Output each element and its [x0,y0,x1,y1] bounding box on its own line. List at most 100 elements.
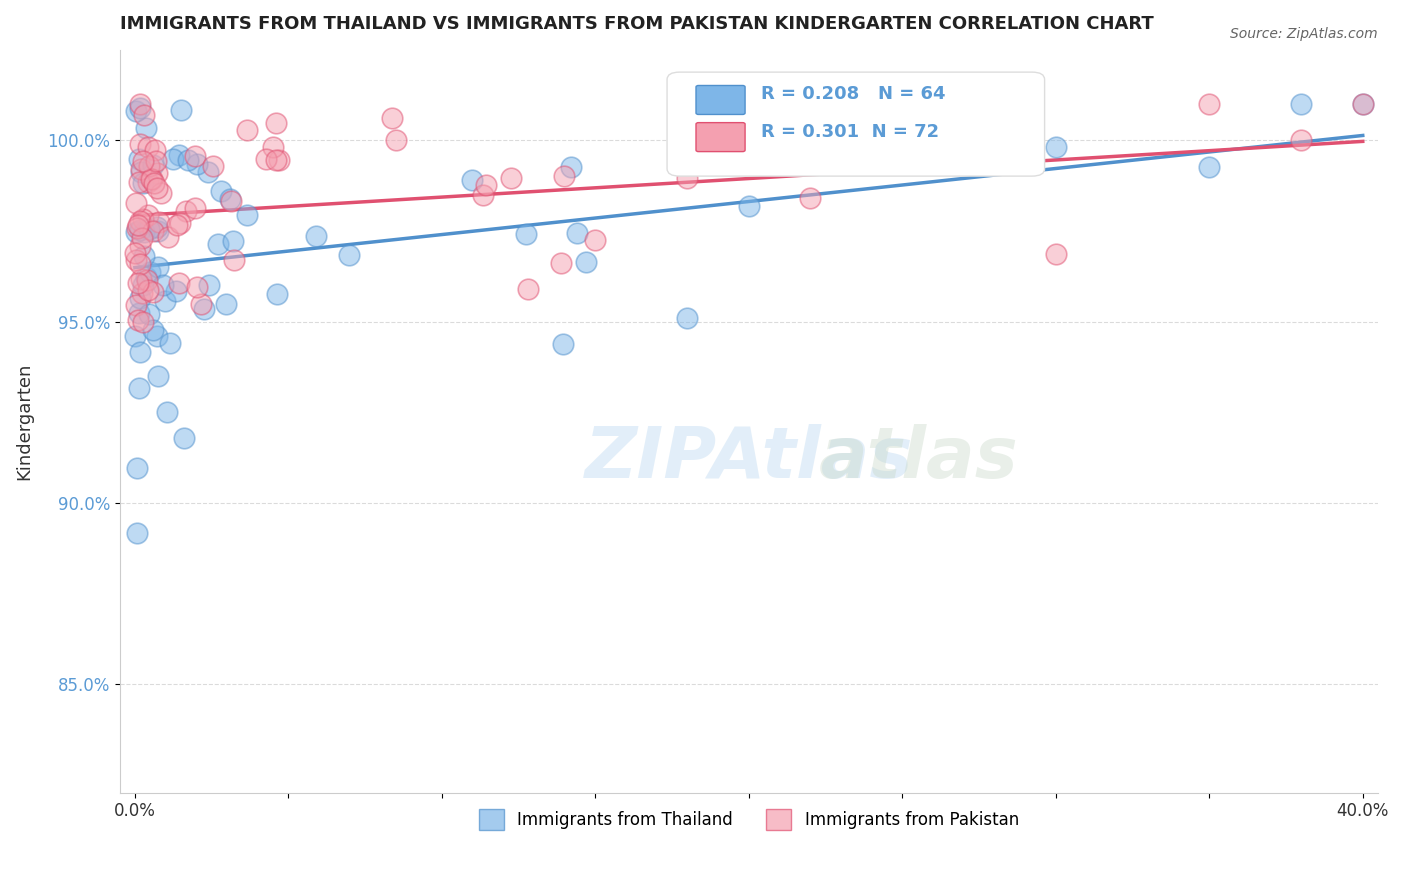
Point [159,336,181,351]
Point [138,208,160,222]
Point [148,215,170,229]
Point [138,306,160,320]
Point [124,298,146,312]
Point [128,344,150,359]
Point [129,239,152,253]
Point [124,246,146,260]
Y-axis label: Kindergarten: Kindergarten [15,362,32,480]
Point [152,277,174,292]
Point [553,169,575,183]
Point [236,208,259,222]
Point [799,190,821,204]
Point [139,265,162,279]
Point [146,219,169,234]
Point [550,256,572,270]
Point [146,223,169,237]
Point [132,108,155,122]
Point [131,231,153,245]
Point [174,203,197,218]
Point [145,143,167,157]
Point [515,227,537,242]
Point [565,226,588,240]
Point [1291,97,1313,112]
Point [264,153,287,167]
Point [738,199,761,213]
Point [138,159,160,173]
Point [143,176,166,190]
Text: Source: ZipAtlas.com: Source: ZipAtlas.com [1230,27,1378,41]
Point [148,368,170,383]
Text: R = 0.208   N = 64: R = 0.208 N = 64 [762,86,946,103]
Point [676,170,699,185]
Point [125,103,148,118]
Point [129,214,152,228]
Point [142,224,165,238]
Point [215,297,238,311]
Point [266,287,288,301]
Point [1198,97,1220,112]
Point [193,302,215,317]
Point [136,273,159,287]
Point [262,140,284,154]
Point [132,277,155,292]
Point [141,172,163,186]
Legend: Immigrants from Thailand, Immigrants from Pakistan: Immigrants from Thailand, Immigrants fro… [472,803,1025,837]
Point [131,154,153,169]
Point [1045,139,1067,153]
Point [384,133,406,147]
FancyBboxPatch shape [696,122,745,152]
Point [184,149,207,163]
Point [129,162,152,177]
Point [157,229,180,244]
Point [551,336,574,351]
Point [127,277,149,291]
Point [132,315,155,329]
Point [186,157,208,171]
Point [304,229,326,244]
Point [141,171,163,186]
Point [127,218,149,232]
Point [1045,247,1067,261]
Point [132,177,155,191]
Point [218,192,240,206]
Point [124,328,146,343]
Point [583,233,606,247]
Point [129,136,152,151]
Point [209,184,232,198]
Point [132,225,155,239]
Point [145,180,167,194]
Point [1198,161,1220,175]
Point [127,313,149,327]
Point [337,248,360,262]
Point [184,201,207,215]
Point [128,257,150,271]
Point [177,153,200,167]
Point [167,148,190,162]
Point [254,152,277,166]
Point [136,140,159,154]
Point [127,461,149,475]
Point [129,291,152,305]
Point [145,153,167,168]
Point [146,260,169,274]
Point [125,525,148,540]
Point [501,170,523,185]
Point [1351,97,1374,112]
Point [202,159,225,173]
Point [474,178,496,192]
Point [169,216,191,230]
Point [129,222,152,236]
Point [129,97,152,112]
Point [219,194,242,209]
Point [186,280,208,294]
FancyBboxPatch shape [666,72,1045,176]
Point [461,173,484,187]
Point [156,405,179,419]
Point [222,234,245,248]
FancyBboxPatch shape [696,86,745,114]
Point [153,294,176,309]
Point [207,237,229,252]
Point [136,283,159,297]
Point [142,323,165,337]
Point [381,111,404,125]
